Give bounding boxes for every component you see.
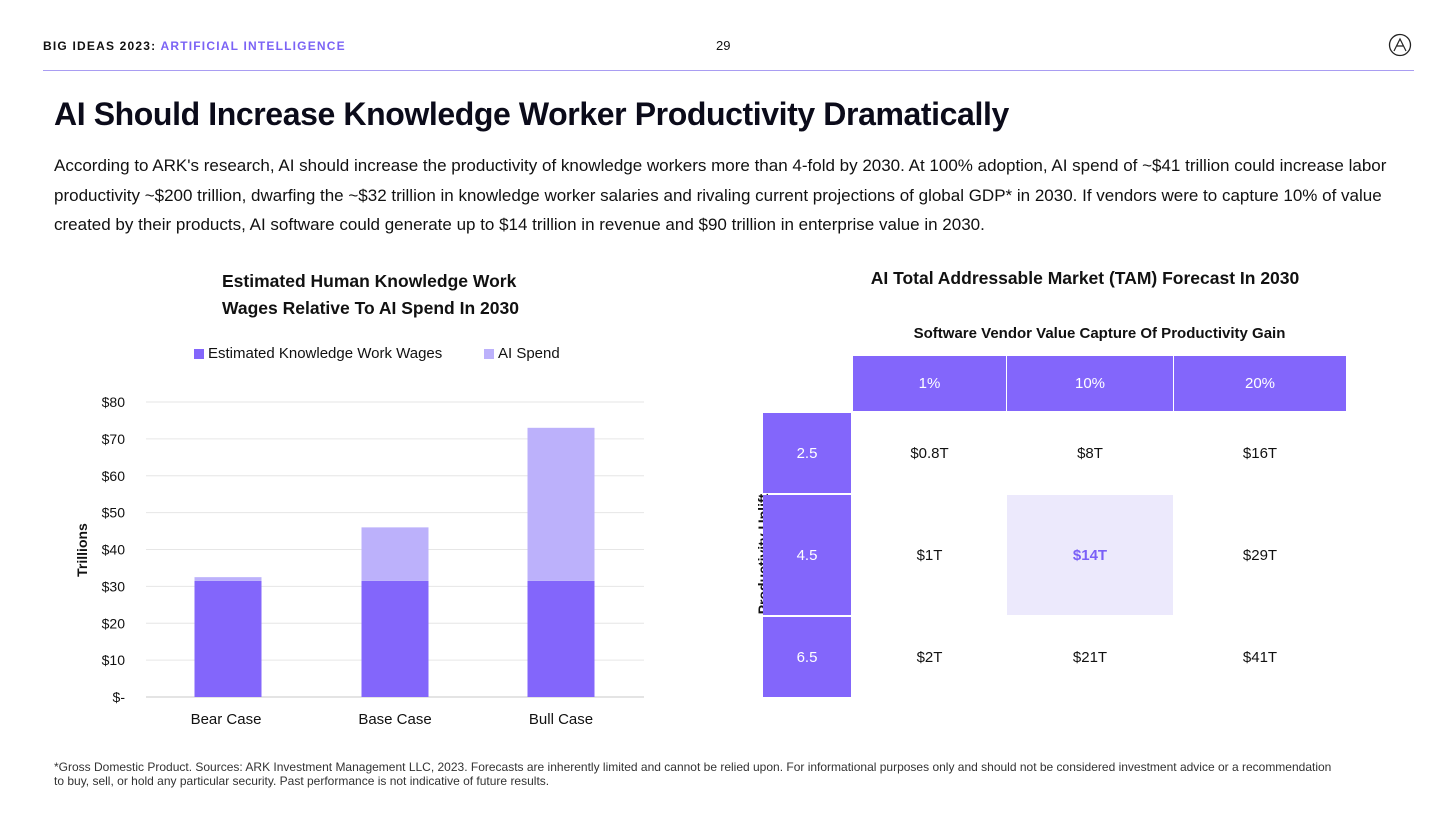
- x-tick-label: Bull Case: [528, 711, 594, 728]
- table-cell: $29T: [1242, 546, 1278, 564]
- y-tick-label: $10: [102, 652, 126, 668]
- table-row-header: 6.5: [763, 617, 851, 697]
- page-title: AI Should Increase Knowledge Worker Prod…: [54, 96, 1009, 132]
- y-tick-label: $60: [102, 468, 126, 484]
- y-tick-label: $50: [102, 505, 126, 521]
- bar-chart-title: Estimated Human Knowledge Work Wages Rel…: [222, 268, 519, 322]
- table-column-header: 1%: [853, 356, 1006, 411]
- table-row-header: 4.5: [763, 495, 851, 615]
- series-label: BIG IDEAS 2023:: [43, 39, 157, 53]
- legend-swatch-wages: [194, 348, 204, 359]
- table-cell: $41T: [1242, 648, 1278, 666]
- x-tick-label: Bear Case: [190, 711, 262, 728]
- legend-label-ai-spend: AI Spend: [498, 345, 560, 362]
- table-cell: $16T: [1242, 444, 1278, 462]
- table-row-header: 2.5: [763, 413, 851, 493]
- bar-ai-spend: [527, 427, 595, 581]
- topic-label: ARTIFICIAL INTELLIGENCE: [160, 39, 346, 53]
- legend-label-wages: Estimated Knowledge Work Wages: [208, 345, 443, 362]
- page-description: According to ARK's research, AI should i…: [54, 156, 1387, 234]
- y-tick-label: $40: [102, 542, 126, 558]
- table-cell: $8T: [1077, 444, 1103, 462]
- bar-chart-title-line2: Wages Relative To AI Spend In 2030: [222, 298, 519, 318]
- bar-wages: [361, 580, 429, 697]
- header-divider: [43, 70, 1414, 71]
- table-cell: $2T: [916, 648, 943, 666]
- y-tick-label: $20: [102, 615, 126, 631]
- bar-ai-spend: [194, 577, 262, 581]
- bar-chart-title-line1: Estimated Human Knowledge Work: [222, 271, 517, 291]
- table-column-header: 10%: [1007, 356, 1173, 411]
- y-tick-label: $70: [102, 431, 126, 447]
- page-number: 29: [716, 38, 731, 53]
- table-cell: $21T: [1072, 648, 1108, 666]
- y-tick-label: $30: [102, 578, 126, 594]
- legend-item-ai-spend: AI Spend: [484, 345, 560, 362]
- tam-table-title: AI Total Addressable Market (TAM) Foreca…: [870, 268, 1300, 288]
- footnote: *Gross Domestic Product. Sources: ARK In…: [54, 760, 1332, 788]
- table-cell: $1T: [916, 546, 943, 564]
- bar-wages: [527, 580, 595, 697]
- bar-wages: [194, 580, 262, 697]
- y-tick-label: $80: [102, 394, 126, 410]
- table-column-header: 20%: [1174, 356, 1346, 411]
- y-tick-label: $-: [113, 689, 126, 705]
- bar-ai-spend: [361, 527, 429, 581]
- table-cell-highlighted: $14T: [1007, 495, 1173, 615]
- legend-item-wages: Estimated Knowledge Work Wages: [194, 345, 442, 362]
- tam-table-column-title: Software Vendor Value Capture Of Product…: [913, 325, 1286, 342]
- header-label: BIG IDEAS 2023: ARTIFICIAL INTELLIGENCE: [43, 39, 346, 53]
- ark-logo-icon: [1388, 33, 1412, 57]
- legend-swatch-ai-spend: [484, 348, 494, 359]
- table-cell: $0.8T: [910, 444, 949, 462]
- x-tick-label: Base Case: [358, 711, 432, 728]
